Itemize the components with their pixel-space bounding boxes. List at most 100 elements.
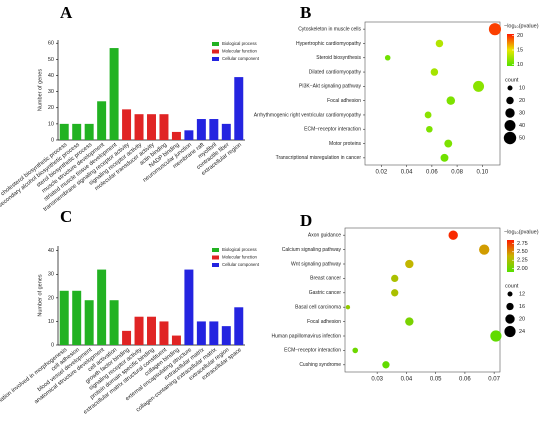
dot bbox=[384, 54, 391, 61]
y-tick-label: 10 bbox=[48, 319, 54, 325]
legend-label: Cellular component bbox=[222, 56, 260, 61]
legend-swatch bbox=[212, 57, 219, 61]
size-legend-dot bbox=[506, 96, 514, 105]
dot bbox=[391, 274, 399, 283]
dot bbox=[473, 80, 485, 92]
x-tick-label: 0.06 bbox=[459, 377, 471, 383]
y-tick-label: Wnt signaling pathway bbox=[291, 261, 342, 267]
colorbar-tick-label: 2.25 bbox=[517, 258, 528, 264]
dot bbox=[490, 330, 502, 342]
y-tick-label: 0 bbox=[51, 137, 54, 143]
size-legend-dot bbox=[506, 302, 514, 311]
y-tick-label: Steroid biosynthesis bbox=[316, 55, 361, 61]
legend-swatch bbox=[212, 263, 219, 267]
y-tick-label: Cushing syndrome bbox=[299, 362, 341, 368]
dot bbox=[446, 96, 456, 105]
dot bbox=[426, 125, 433, 133]
size-legend-label: 50 bbox=[519, 135, 525, 141]
plot-frame bbox=[364, 21, 501, 166]
legend-swatch bbox=[212, 42, 219, 46]
legend-swatch bbox=[212, 255, 219, 260]
bar bbox=[184, 269, 194, 345]
bar bbox=[221, 123, 231, 140]
y-tick-label: 30 bbox=[48, 272, 54, 278]
x-tick-label: 0.03 bbox=[371, 377, 383, 383]
colorbar-tick-label: 15 bbox=[517, 47, 523, 53]
bar bbox=[122, 330, 132, 345]
y-tick-label: Focal adhesion bbox=[307, 319, 341, 325]
legend-swatch bbox=[212, 49, 219, 54]
y-tick-label: ECM−receptor interaction bbox=[284, 348, 341, 354]
bar bbox=[171, 335, 181, 345]
y-tick-label: Transcriptional misregulation in cancer bbox=[276, 155, 362, 161]
colorbar-tick-label: 10 bbox=[517, 62, 523, 68]
legend-label: Molecular function bbox=[222, 49, 257, 54]
bar bbox=[147, 316, 156, 345]
dot bbox=[391, 289, 399, 297]
bar bbox=[196, 321, 206, 345]
x-tick-label: 0.04 bbox=[401, 170, 413, 176]
colorbar bbox=[507, 240, 514, 272]
size-legend-label: 20 bbox=[519, 316, 525, 322]
y-tick-label: Calcium signaling pathway bbox=[282, 247, 342, 253]
y-tick-label: 20 bbox=[48, 105, 54, 111]
bar bbox=[97, 269, 107, 345]
size-legend-label: 10 bbox=[519, 85, 525, 91]
size-legend-dot bbox=[505, 314, 515, 324]
size-legend-dot bbox=[505, 108, 515, 118]
y-tick-label: Motor proteins bbox=[329, 141, 361, 147]
x-tick-label: 0.06 bbox=[426, 170, 438, 176]
dot bbox=[345, 305, 351, 310]
y-tick-label: Gastric cancer bbox=[309, 290, 342, 296]
dot bbox=[430, 68, 439, 76]
bar bbox=[147, 114, 156, 140]
dot bbox=[405, 259, 414, 269]
y-tick-label: 60 bbox=[48, 41, 54, 47]
y-tick-label: Breast cancer bbox=[310, 276, 341, 282]
bar bbox=[184, 130, 194, 140]
x-tick-label: 0.07 bbox=[488, 377, 500, 383]
x-tick-label: 0.05 bbox=[430, 377, 442, 383]
bar bbox=[196, 119, 206, 140]
legend-swatch bbox=[212, 248, 219, 252]
plot-frame bbox=[344, 227, 501, 373]
colorbar-title: −log₁₀(pvalue) bbox=[504, 229, 539, 235]
colorbar bbox=[507, 34, 514, 66]
size-legend-label: 30 bbox=[519, 110, 525, 116]
legend-label: Biological process bbox=[222, 41, 257, 46]
size-legend-dot bbox=[503, 131, 517, 145]
bar bbox=[122, 109, 132, 140]
size-legend-title: count bbox=[505, 77, 519, 83]
panel-letter: D bbox=[300, 211, 312, 230]
y-tick-label: PI3K−Akt signaling pathway bbox=[299, 84, 362, 90]
bar bbox=[109, 48, 119, 141]
x-tick-label: 0.10 bbox=[476, 170, 488, 176]
size-legend-title: count bbox=[505, 283, 519, 289]
x-tick-label: 0.08 bbox=[451, 170, 463, 176]
y-tick-label: Focal adhesion bbox=[327, 98, 361, 104]
bar bbox=[209, 321, 219, 345]
y-tick-label: 20 bbox=[48, 295, 54, 301]
size-legend-label: 16 bbox=[519, 304, 525, 310]
bar bbox=[84, 300, 94, 345]
size-legend-dot bbox=[504, 325, 516, 338]
size-legend-dot bbox=[507, 85, 513, 91]
dot bbox=[479, 244, 490, 255]
y-tick-label: 30 bbox=[48, 89, 54, 95]
legend-label: Biological process bbox=[222, 247, 257, 252]
bar bbox=[134, 114, 144, 140]
colorbar-tick-label: 20 bbox=[517, 33, 523, 39]
dot bbox=[435, 39, 444, 48]
size-legend-label: 40 bbox=[519, 123, 525, 129]
size-legend-dot bbox=[507, 291, 513, 297]
bar bbox=[59, 290, 69, 345]
dot bbox=[405, 317, 414, 326]
dot bbox=[444, 139, 453, 148]
colorbar-tick-label: 2.00 bbox=[517, 266, 528, 272]
dot bbox=[424, 111, 432, 119]
dot bbox=[352, 347, 359, 354]
y-tick-label: ECM−receptor interaction bbox=[304, 127, 361, 133]
legend-label: Cellular component bbox=[222, 262, 260, 267]
x-tick-label: 0.04 bbox=[401, 377, 413, 383]
